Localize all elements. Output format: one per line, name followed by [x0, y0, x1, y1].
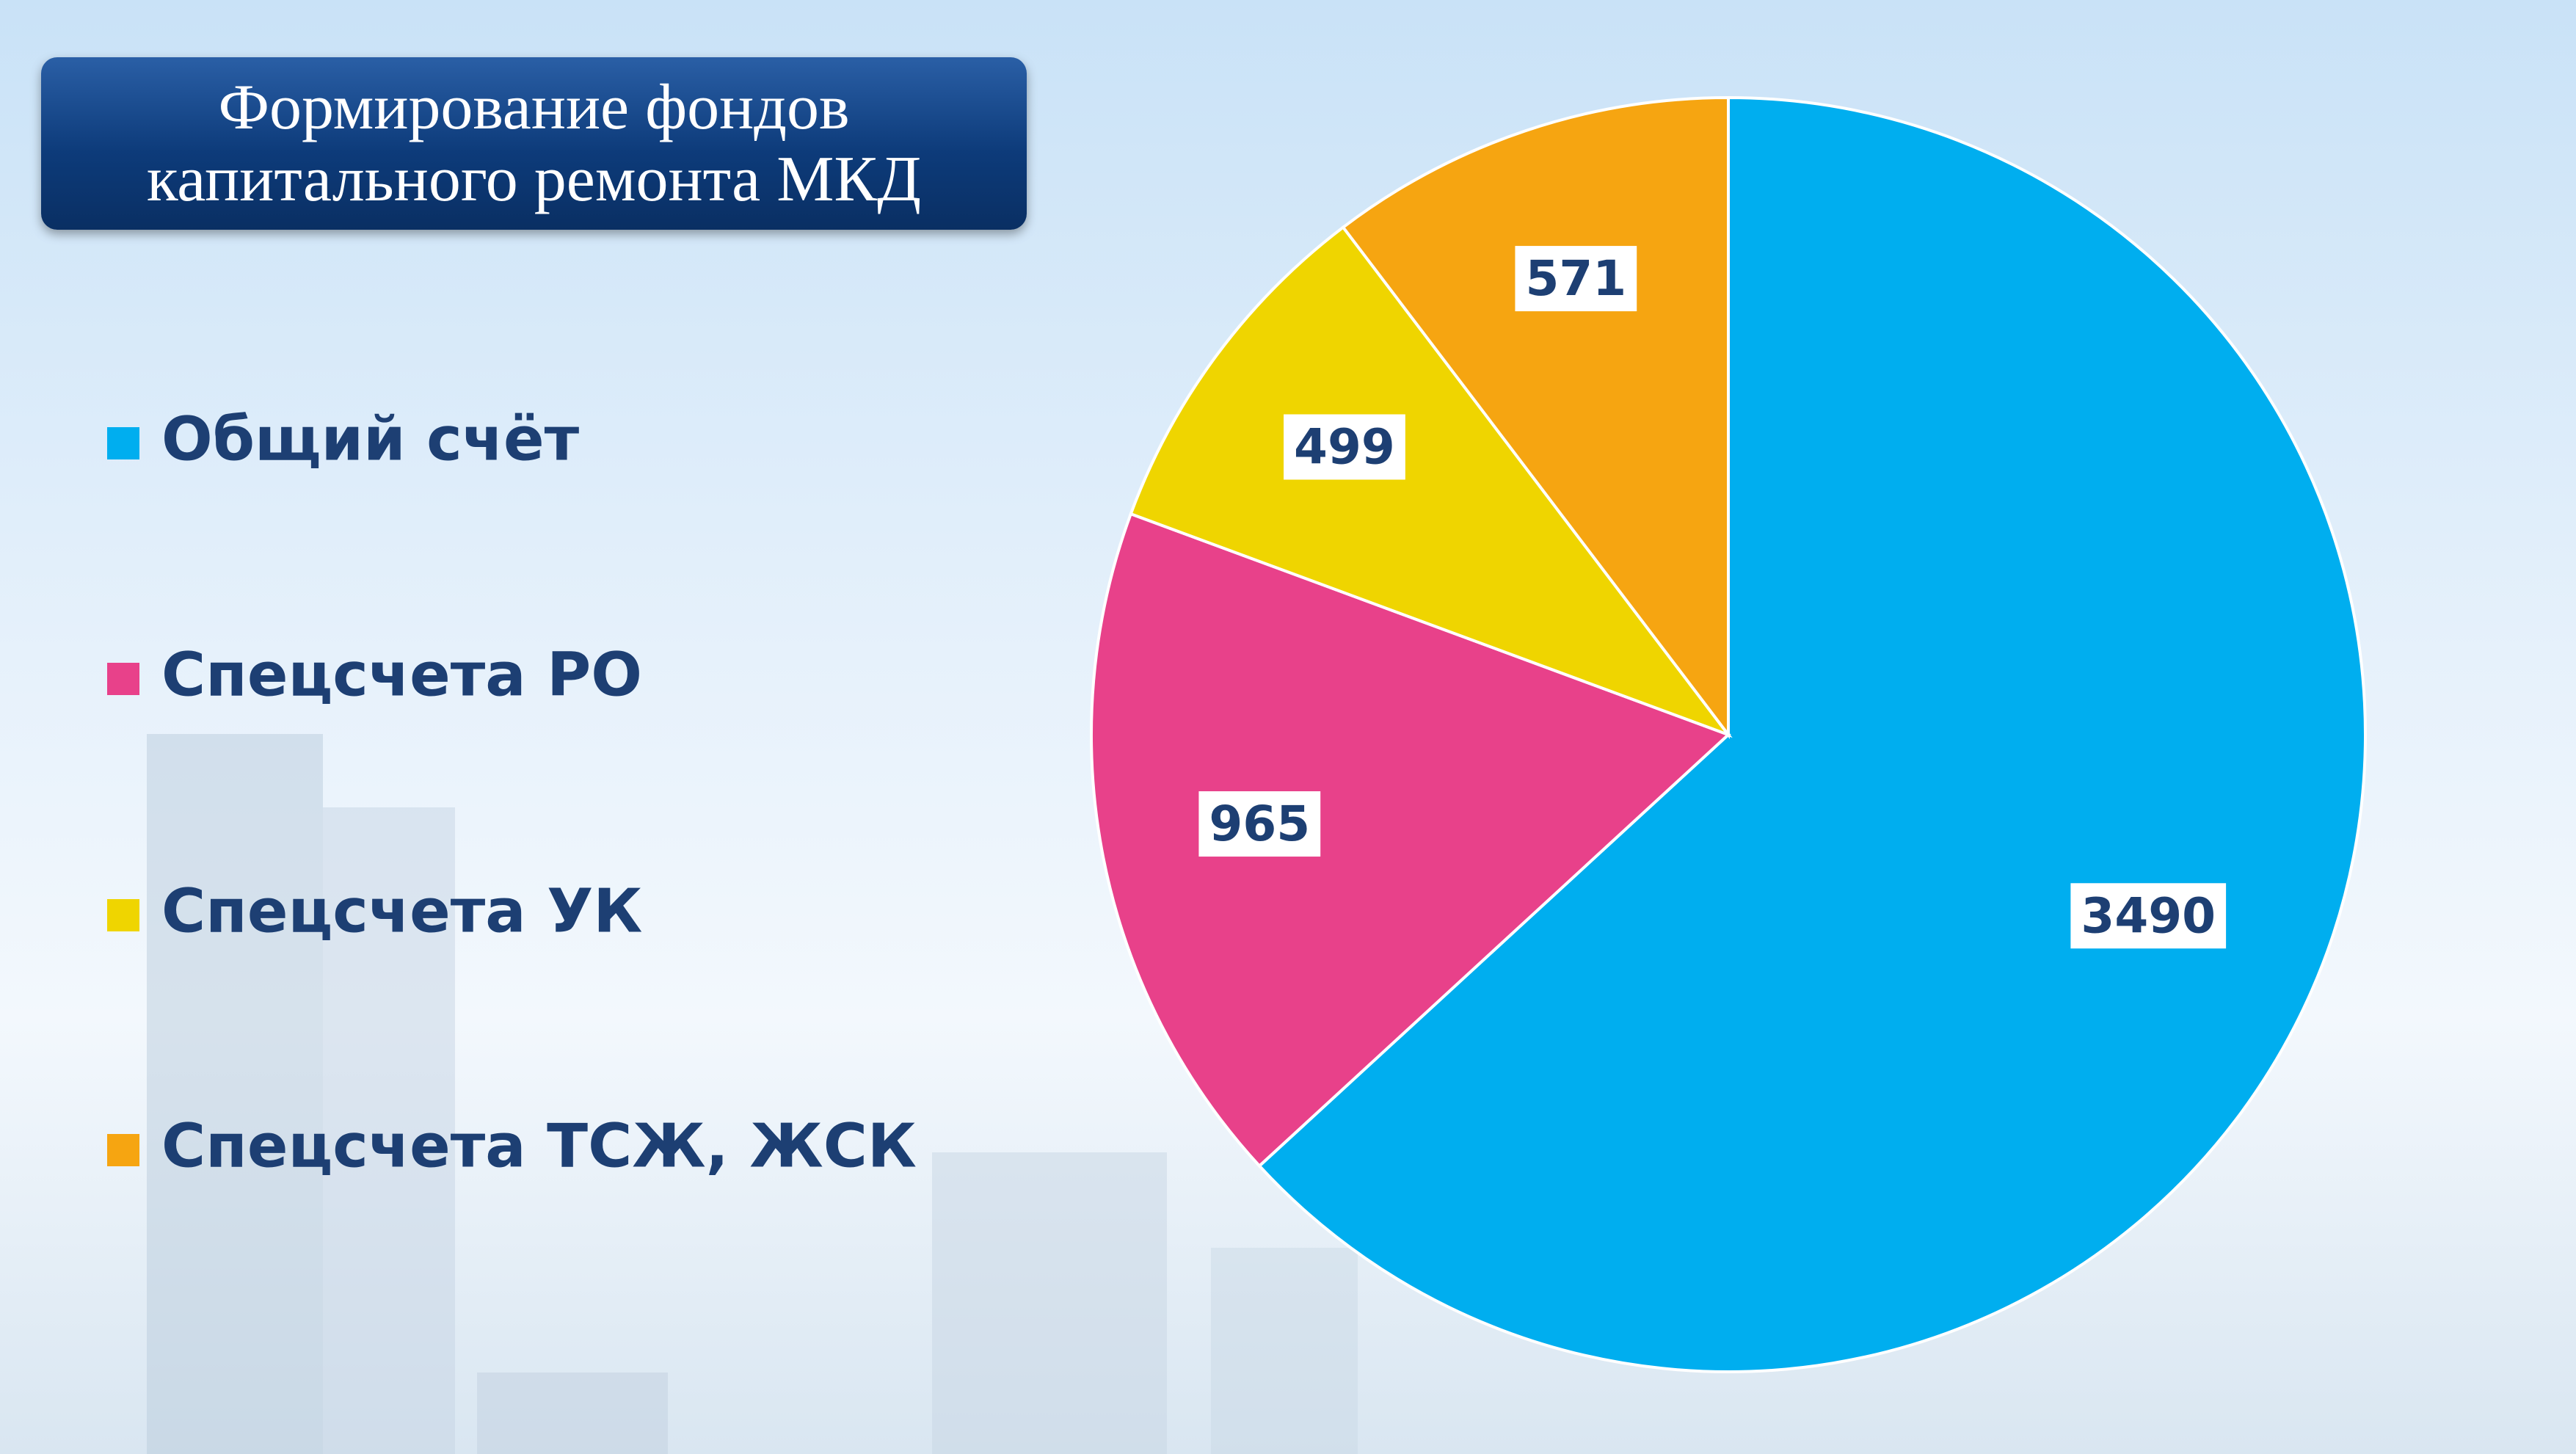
legend-swatch	[107, 899, 139, 931]
legend-label: Спецсчета РО	[161, 640, 642, 710]
legend-swatch	[107, 663, 139, 695]
chart-title: Формирование фондов капитального ремонта…	[146, 71, 922, 215]
pie-slice	[1129, 225, 1733, 738]
title-box: Формирование фондов капитального ремонта…	[41, 57, 1027, 230]
legend-label: Общий счёт	[161, 404, 580, 474]
background	[147, 734, 1358, 1454]
data-label-box	[2070, 883, 2227, 949]
legend-label: Спецсчета УК	[161, 876, 642, 946]
legend-swatch	[107, 427, 139, 459]
data-label: 3490	[2081, 887, 2216, 944]
data-label: 499	[1294, 418, 1395, 475]
data-label: 965	[1209, 796, 1310, 852]
data-label-box	[1198, 791, 1321, 857]
legend-swatch	[107, 1134, 139, 1166]
pie-slice	[1257, 95, 2367, 1373]
data-label: 571	[1525, 250, 1626, 307]
data-label-box	[1515, 246, 1637, 312]
data-label-box	[1284, 414, 1405, 480]
legend-label: Спецсчета ТСЖ, ЖСК	[161, 1111, 917, 1181]
